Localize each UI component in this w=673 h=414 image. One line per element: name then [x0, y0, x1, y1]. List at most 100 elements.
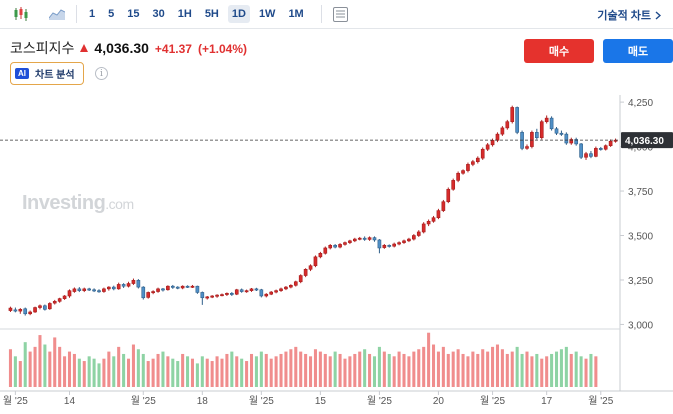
volume-bar	[269, 358, 273, 387]
timeframe-1w[interactable]: 1W	[258, 8, 276, 20]
candle-body	[416, 231, 421, 236]
y-tick-label: 3,750	[628, 187, 653, 198]
volume-bar	[574, 351, 578, 387]
candle-body	[234, 289, 239, 295]
volume-bar	[397, 351, 401, 387]
last-price: 4,036.30	[94, 40, 149, 56]
volume-bar	[72, 353, 76, 387]
watermark-suffix: .com	[105, 196, 134, 212]
volume-bar	[63, 356, 67, 387]
volume-bar	[249, 353, 254, 387]
volume-bar	[441, 346, 445, 387]
candle-body	[480, 148, 485, 159]
candle-body	[392, 243, 396, 247]
candle-body	[77, 288, 82, 291]
volume-bar	[151, 358, 155, 387]
candle-body	[343, 242, 347, 245]
technical-chart-link[interactable]: 기술적 차트	[597, 7, 661, 23]
candle-body	[431, 217, 436, 222]
price-chart[interactable]: 4,2504,0003,7503,5003,2503,0004,036.30월 …	[0, 95, 673, 414]
volume-bar	[220, 358, 224, 387]
volume-bar	[382, 351, 386, 387]
volume-bar	[584, 358, 588, 387]
candle-body	[372, 237, 377, 241]
candle-body	[102, 288, 106, 292]
x-tick-label: 월 '25	[131, 395, 156, 407]
price-change: +41.37	[154, 42, 192, 56]
volume-bar	[245, 361, 249, 387]
watermark-main: Investing	[22, 192, 106, 214]
volume-bar	[235, 356, 239, 387]
volume-bar	[299, 351, 303, 387]
x-tick-label: 20	[433, 396, 445, 407]
candle-body	[456, 172, 460, 181]
ai-badge: AI	[15, 68, 29, 79]
volume-bar	[97, 363, 101, 387]
candle-body	[510, 107, 515, 122]
volume-bar	[186, 356, 190, 387]
volume-bar	[535, 353, 539, 387]
info-icon[interactable]: i	[95, 67, 108, 80]
candle-body	[397, 242, 401, 245]
timeframe-1d[interactable]: 1D	[227, 5, 250, 23]
price-up-arrow-icon	[80, 44, 89, 52]
chart-toolbar: 1 5 15 30 1H 5H 1D 1W 1M 기술적 차트	[0, 0, 673, 28]
area-chart-icon[interactable]	[46, 3, 68, 25]
candle-body	[308, 265, 313, 270]
timeframe-30[interactable]: 30	[152, 8, 165, 20]
volume-bar	[309, 356, 313, 387]
volume-bar	[230, 351, 234, 387]
candlestick-icon[interactable]	[10, 3, 32, 25]
timeframe-15[interactable]: 15	[127, 8, 140, 20]
candle-body	[333, 244, 337, 248]
timeframe-1h[interactable]: 1H	[177, 8, 192, 20]
timeframe-1m[interactable]: 1M	[288, 8, 304, 20]
timeframe-5[interactable]: 5	[108, 8, 115, 20]
candle-body	[136, 280, 141, 288]
volume-bar	[92, 358, 96, 387]
candle-body	[215, 294, 219, 297]
candle-body	[539, 121, 544, 138]
volume-bar	[215, 356, 219, 387]
volume-bar	[481, 349, 485, 387]
volume-bar	[274, 356, 278, 387]
volume-bar	[176, 361, 180, 387]
volume-bar	[427, 332, 431, 387]
buy-button[interactable]: 매수	[524, 39, 594, 63]
chart-analysis-button[interactable]: AI 차트 분석	[10, 62, 84, 85]
candle-body	[161, 288, 165, 291]
candle-body	[530, 132, 534, 147]
volume-bar	[279, 353, 283, 387]
candle-body	[175, 286, 180, 289]
x-tick-label: 17	[541, 396, 553, 407]
x-tick-label: 월 '25	[480, 395, 505, 407]
candle-body	[357, 237, 362, 240]
volume-bar	[48, 351, 52, 387]
volume-bar	[304, 353, 308, 387]
volume-bar	[564, 346, 568, 387]
volume-bar	[195, 363, 199, 387]
candle-body	[348, 240, 352, 243]
volume-bar	[146, 361, 150, 387]
candle-body	[323, 247, 328, 254]
candle-body	[515, 107, 519, 133]
candle-body	[352, 238, 357, 242]
x-tick-label: 월 '25	[3, 395, 28, 407]
volume-bar	[377, 346, 381, 387]
volume-bar	[594, 356, 598, 387]
candle-body	[554, 128, 559, 134]
volume-bar	[510, 351, 514, 387]
candle-body	[264, 293, 269, 297]
candle-body	[254, 288, 259, 291]
candle-body	[382, 244, 387, 248]
timeframe-1[interactable]: 1	[89, 8, 96, 20]
candle-body	[338, 244, 342, 248]
candle-body	[116, 284, 121, 290]
candle-body	[210, 295, 214, 298]
indicator-panel-icon[interactable]	[330, 3, 352, 25]
candle-body	[303, 269, 308, 276]
candle-body	[121, 284, 126, 287]
candle-body	[195, 285, 200, 293]
timeframe-5h[interactable]: 5H	[204, 8, 219, 20]
sell-button[interactable]: 매도	[603, 39, 673, 63]
